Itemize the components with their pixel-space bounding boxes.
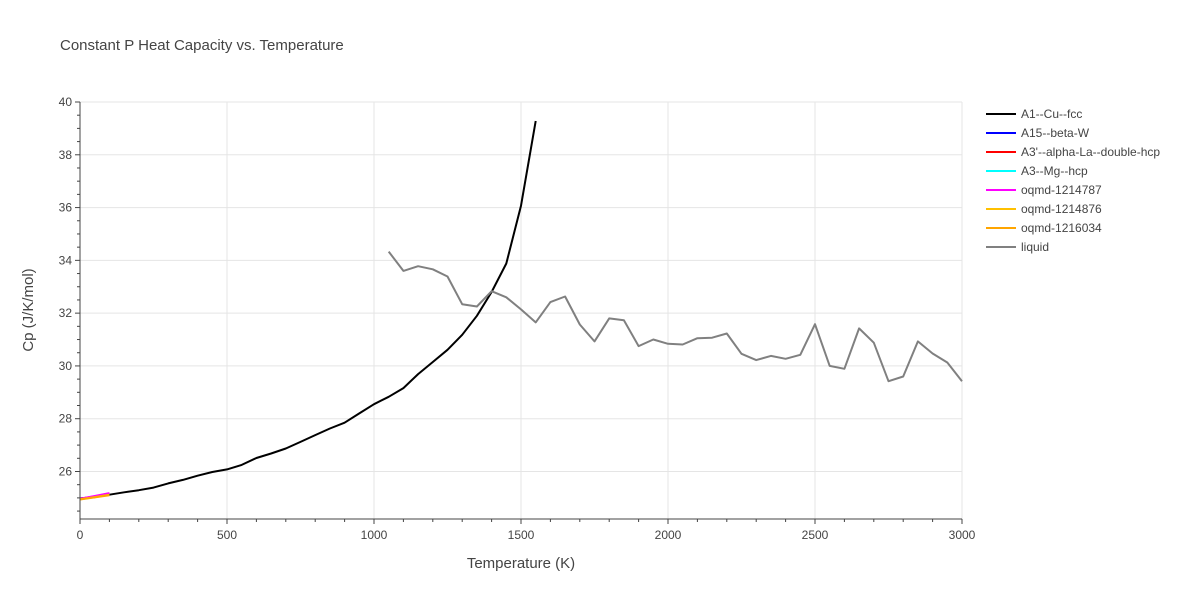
- y-tick-label: 32: [59, 306, 73, 320]
- legend[interactable]: A1--Cu--fcc A15--beta-W A3'--alpha-La--dou…: [986, 107, 1160, 254]
- legend-label: A1--Cu--fcc: [1021, 107, 1082, 121]
- legend-item[interactable]: A3--Mg--hcp: [986, 164, 1088, 178]
- series-line-liquid: [387, 250, 963, 383]
- x-tick-label: 2000: [655, 528, 682, 542]
- axis-layer: 0 500 1000 1500 2000 2500 3000 26 28 30 32 34 36 38 40: [59, 95, 976, 542]
- x-tick-label: 1500: [508, 528, 535, 542]
- legend-label: oqmd-1214787: [1021, 183, 1102, 197]
- legend-item[interactable]: oqmd-1216034: [986, 221, 1102, 235]
- y-tick-label: 34: [59, 253, 73, 267]
- x-tick-label: 2500: [802, 528, 829, 542]
- legend-label: A3--Mg--hcp: [1021, 164, 1088, 178]
- y-tick-label: 38: [59, 148, 73, 162]
- series-line-a1-cu-fcc: [79, 120, 537, 500]
- y-tick-label: 36: [59, 201, 73, 215]
- y-tick-label: 26: [59, 464, 73, 478]
- legend-item[interactable]: oqmd-1214787: [986, 183, 1102, 197]
- y-tick-label: 40: [59, 95, 73, 109]
- legend-label: liquid: [1021, 240, 1049, 254]
- series-line-oqmd-1216034: [79, 494, 110, 501]
- legend-item[interactable]: A15--beta-W: [986, 126, 1090, 140]
- y-tick-label: 30: [59, 359, 73, 373]
- x-tick-label: 500: [217, 528, 237, 542]
- chart-title: Constant P Heat Capacity vs. Temperature: [60, 37, 344, 54]
- legend-item[interactable]: A3'--alpha-La--double-hcp: [986, 145, 1160, 159]
- legend-label: A15--beta-W: [1021, 126, 1090, 140]
- legend-label: A3'--alpha-La--double-hcp: [1021, 145, 1160, 159]
- x-axis-title: Temperature (K): [467, 555, 575, 572]
- legend-label: oqmd-1214876: [1021, 202, 1102, 216]
- x-tick-label: 1000: [361, 528, 388, 542]
- y-tick-label: 28: [59, 412, 73, 426]
- legend-item[interactable]: liquid: [986, 240, 1049, 254]
- series-layer: [79, 120, 963, 501]
- legend-label: oqmd-1216034: [1021, 221, 1102, 235]
- legend-item[interactable]: oqmd-1214876: [986, 202, 1102, 216]
- legend-item[interactable]: A1--Cu--fcc: [986, 107, 1082, 121]
- x-tick-label: 3000: [949, 528, 976, 542]
- grid-layer: [80, 101, 963, 519]
- x-tick-label: 0: [77, 528, 84, 542]
- y-axis-title: Cp (J/K/mol): [20, 268, 37, 351]
